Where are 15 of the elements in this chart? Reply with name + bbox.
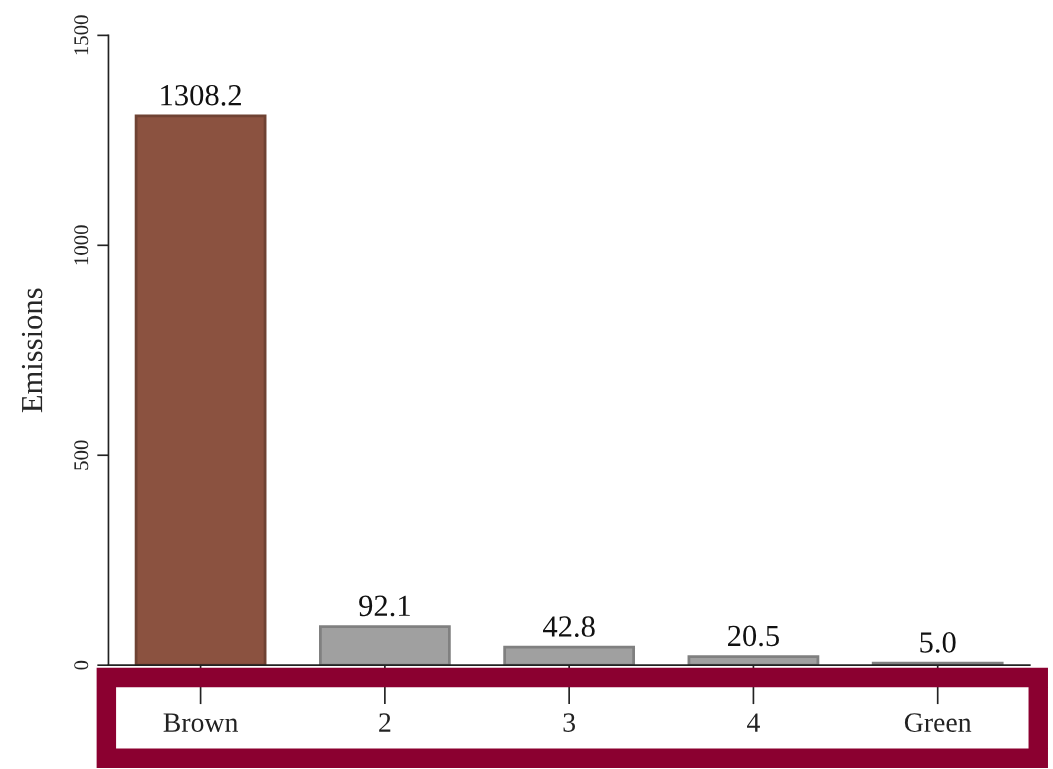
- x-tick-label: 2: [379, 713, 391, 732]
- data-label: 1308.2: [161, 84, 241, 106]
- x-tick-label: Brown: [163, 713, 238, 732]
- y-axis-title: Emissions: [21, 288, 43, 413]
- data-label: 5.0: [920, 632, 956, 653]
- data-label: 42.8: [543, 616, 595, 637]
- data-label: 20.5: [728, 625, 779, 647]
- data-label: 92.1: [359, 595, 410, 617]
- x-tick-label: Green: [904, 713, 972, 732]
- y-tick-label: 1500: [74, 15, 89, 55]
- y-tick-label: 1000: [74, 225, 89, 265]
- x-tick-label: 3: [563, 713, 576, 732]
- y-tick-label: 0: [74, 660, 89, 670]
- x-tick-label: 4: [747, 713, 760, 732]
- y-tick-label: 500: [74, 440, 89, 470]
